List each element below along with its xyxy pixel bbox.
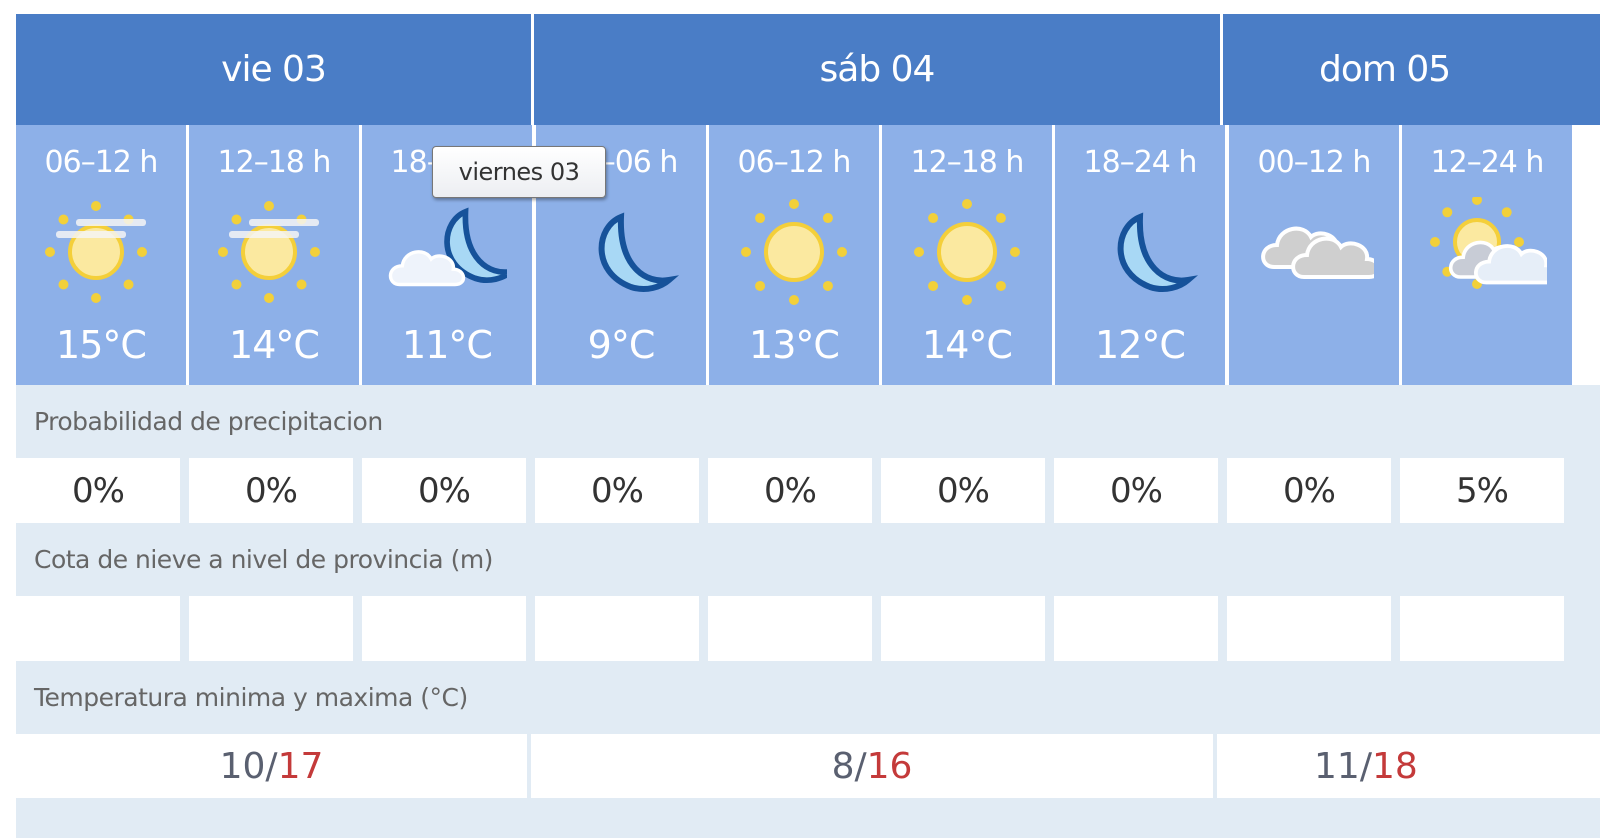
minmax-row: 10 / 17 8 / 16 11 / 18 <box>16 734 1600 798</box>
period-cell: 12–24 h <box>1402 125 1572 385</box>
tooltip: viernes 03 <box>432 146 606 198</box>
bottom-band <box>16 798 1600 838</box>
period-hours: 06–12 h <box>737 145 852 180</box>
period-cell: 12–18 h 14°C <box>882 125 1052 385</box>
period-cell: 18–24 h 12°C <box>1055 125 1225 385</box>
min-temp: 10 <box>219 745 266 787</box>
period-cell: 06–12 h 13°C <box>709 125 879 385</box>
precip-value: 0% <box>708 458 872 523</box>
precip-value: 0% <box>1054 458 1218 523</box>
snow-value <box>708 596 872 661</box>
moon-icon <box>1117 212 1199 292</box>
min-temp: 8 <box>831 745 855 787</box>
day-header-sab[interactable]: sáb 04 <box>534 14 1220 125</box>
period-cell: 06–12 h 15°C <box>16 125 186 385</box>
period-hours: 18–24 h <box>1083 145 1198 180</box>
day-header-row: vie 03 sáb 04 dom 05 <box>16 14 1600 125</box>
precip-value: 0% <box>362 458 526 523</box>
snow-value <box>1227 596 1391 661</box>
period-row: 06–12 h 15°C12–18 h 14°C18–24 h 11°C00–0… <box>16 125 1600 385</box>
precip-label: Probabilidad de precipitacion <box>16 385 1600 458</box>
moon-cloud-icon <box>388 207 507 287</box>
period-hours: 12–24 h <box>1430 145 1545 180</box>
period-hours: 00–12 h <box>1257 145 1372 180</box>
overcast-icon <box>1261 226 1374 279</box>
period-temp: 13°C <box>749 323 840 367</box>
snow-value <box>362 596 526 661</box>
separator: / <box>854 745 867 787</box>
period-hours: 12–18 h <box>910 145 1025 180</box>
sun-haze-icon <box>45 201 147 303</box>
snow-value <box>16 596 180 661</box>
period-cell: 00–12 h <box>1229 125 1399 385</box>
period-temp: 15°C <box>56 323 147 367</box>
snow-value <box>1400 596 1564 661</box>
snow-value <box>881 596 1045 661</box>
minmax-vie: 10 / 17 <box>16 734 527 798</box>
snow-row <box>16 596 1600 661</box>
precip-value: 0% <box>881 458 1045 523</box>
minmax-sab: 8 / 16 <box>531 734 1213 798</box>
moon-icon <box>598 212 680 292</box>
period-temp: 14°C <box>229 323 320 367</box>
day-header-dom[interactable]: dom 05 <box>1223 14 1600 125</box>
precip-row: 0% 0% 0% 0% 0% 0% 0% 0% 5% <box>16 458 1600 523</box>
max-temp: 18 <box>1371 745 1418 787</box>
precip-value: 0% <box>535 458 699 523</box>
snow-value <box>189 596 353 661</box>
max-temp: 17 <box>277 745 324 787</box>
snow-value <box>535 596 699 661</box>
sun-icon <box>914 199 1020 305</box>
day-header-vie[interactable]: vie 03 <box>16 14 531 125</box>
precip-value: 5% <box>1400 458 1564 523</box>
snow-value <box>1054 596 1218 661</box>
separator: / <box>1359 745 1372 787</box>
period-temp: 9°C <box>587 323 656 367</box>
period-temp: 11°C <box>402 323 493 367</box>
sun-icon <box>741 199 847 305</box>
snow-label: Cota de nieve a nivel de provincia (m) <box>16 523 1600 596</box>
forecast-table: vie 03 sáb 04 dom 05 06–12 h 15°C 12–18 h… <box>16 14 1600 838</box>
period-temp: 12°C <box>1095 323 1186 367</box>
precip-value: 0% <box>1227 458 1391 523</box>
period-cell: 12–18 h 14°C <box>189 125 359 385</box>
separator: / <box>265 745 278 787</box>
sun-cloud-icon <box>1430 197 1547 289</box>
period-hours: 06–12 h <box>44 145 159 180</box>
precip-value: 0% <box>189 458 353 523</box>
minmax-dom: 11 / 18 <box>1217 734 1600 798</box>
precip-value: 0% <box>16 458 180 523</box>
period-hours: 12–18 h <box>217 145 332 180</box>
min-temp: 11 <box>1314 745 1360 787</box>
sun-haze-icon <box>218 201 320 303</box>
max-temp: 16 <box>866 745 913 787</box>
minmax-label: Temperatura minima y maxima (°C) <box>16 661 1600 734</box>
period-temp: 14°C <box>922 323 1013 367</box>
